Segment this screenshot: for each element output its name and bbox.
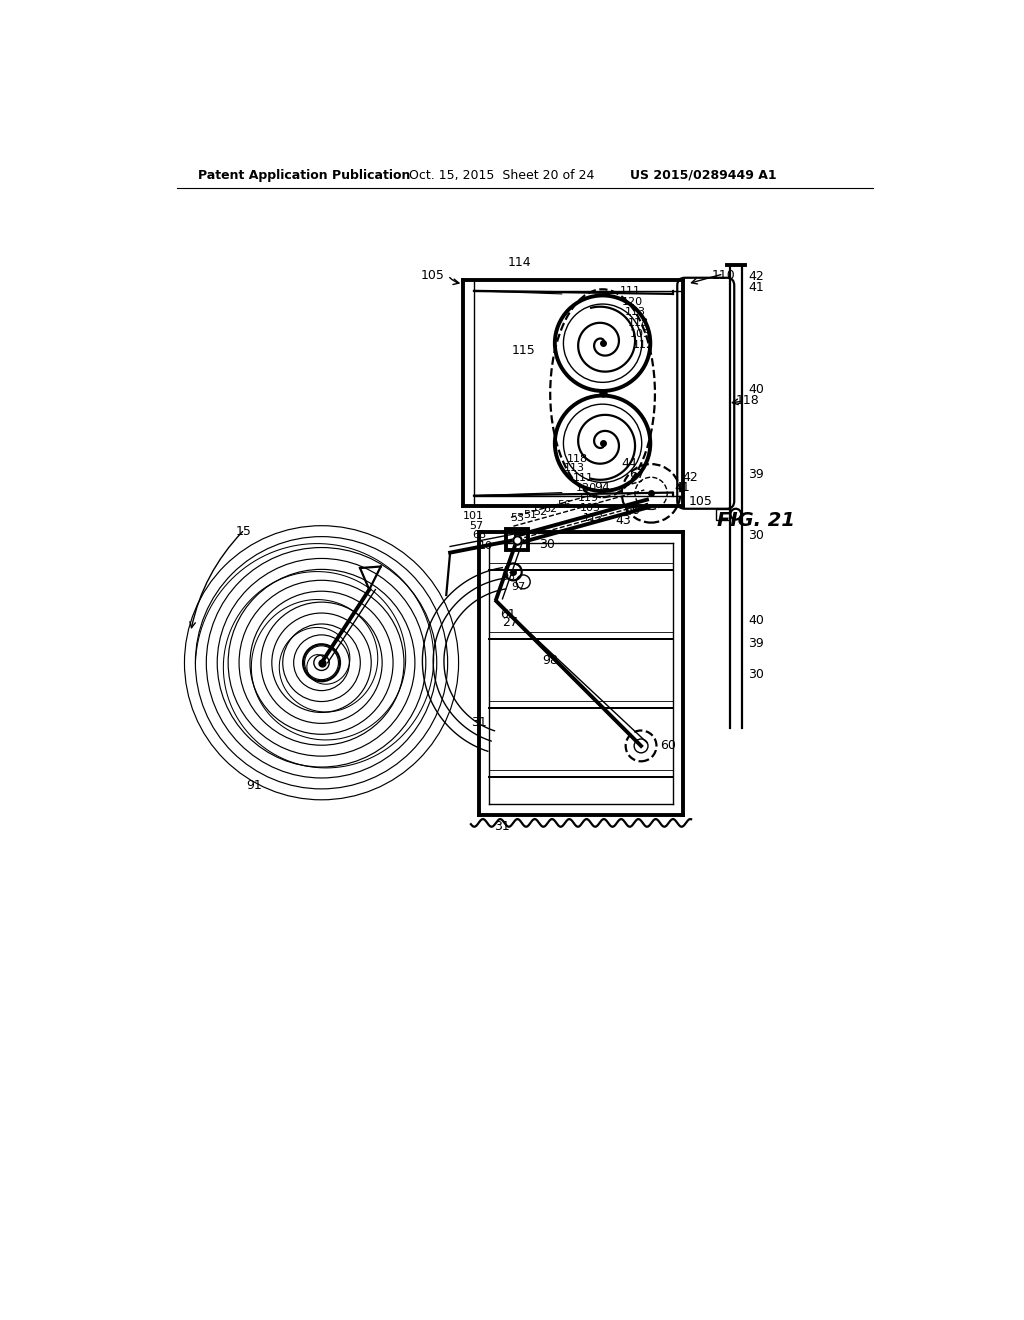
- Text: 41: 41: [674, 480, 690, 494]
- Text: 51: 51: [523, 510, 537, 520]
- Text: 40: 40: [749, 614, 764, 627]
- Text: 114: 114: [508, 256, 531, 269]
- Text: 97: 97: [511, 582, 525, 593]
- Text: 61: 61: [500, 607, 516, 620]
- Text: 52: 52: [534, 507, 548, 516]
- Text: 15: 15: [236, 525, 251, 539]
- Bar: [506, 529, 528, 550]
- Text: 118: 118: [736, 395, 760, 408]
- Text: 112: 112: [583, 513, 604, 523]
- Text: 105: 105: [689, 495, 713, 508]
- Text: 43: 43: [614, 513, 631, 527]
- Text: 94: 94: [594, 482, 610, 495]
- Text: 39: 39: [749, 638, 764, 649]
- Text: 115: 115: [512, 345, 536, 358]
- Text: 62: 62: [544, 504, 558, 513]
- Text: 31: 31: [471, 717, 486, 730]
- Text: FIG. 21: FIG. 21: [717, 511, 796, 529]
- Text: 119: 119: [578, 492, 599, 503]
- Text: 118: 118: [567, 454, 588, 463]
- Text: Oct. 15, 2015  Sheet 20 of 24: Oct. 15, 2015 Sheet 20 of 24: [410, 169, 595, 182]
- Text: 93: 93: [502, 572, 516, 582]
- Text: 120: 120: [623, 297, 643, 306]
- Text: 60: 60: [660, 739, 676, 752]
- Text: 101: 101: [463, 511, 484, 521]
- Text: 111: 111: [620, 286, 640, 296]
- Text: 41: 41: [749, 281, 764, 294]
- Text: 27: 27: [502, 616, 517, 630]
- Text: 112: 112: [633, 339, 654, 350]
- Text: US 2015/0289449 A1: US 2015/0289449 A1: [630, 169, 776, 182]
- Text: 118: 118: [628, 318, 649, 329]
- Text: 91: 91: [246, 779, 262, 792]
- Bar: [716, 508, 730, 520]
- Text: 56: 56: [557, 500, 570, 511]
- Text: 105: 105: [631, 329, 651, 339]
- Text: 42: 42: [682, 471, 697, 484]
- Text: 53: 53: [510, 513, 523, 523]
- Text: 113: 113: [625, 308, 646, 317]
- Text: 110: 110: [712, 269, 735, 282]
- Text: 105: 105: [421, 269, 444, 282]
- Text: 67: 67: [629, 467, 645, 480]
- Text: 39: 39: [749, 467, 764, 480]
- Text: 44: 44: [621, 457, 637, 470]
- Text: 113: 113: [564, 463, 585, 473]
- Text: 10: 10: [478, 541, 493, 550]
- Text: 30: 30: [539, 539, 555, 552]
- Text: 98: 98: [543, 653, 558, 667]
- Text: 105: 105: [581, 503, 601, 513]
- Text: 68: 68: [472, 529, 486, 540]
- Text: 42: 42: [749, 269, 764, 282]
- Text: 30: 30: [749, 668, 764, 681]
- FancyBboxPatch shape: [677, 277, 734, 508]
- Text: 57: 57: [469, 520, 483, 531]
- Text: 120: 120: [575, 483, 597, 492]
- Text: 30: 30: [749, 529, 764, 543]
- Text: Patent Application Publication: Patent Application Publication: [199, 169, 411, 182]
- Text: 111: 111: [573, 473, 594, 483]
- Text: 31: 31: [494, 820, 510, 833]
- Text: 66: 66: [625, 504, 640, 517]
- Text: 40: 40: [749, 383, 764, 396]
